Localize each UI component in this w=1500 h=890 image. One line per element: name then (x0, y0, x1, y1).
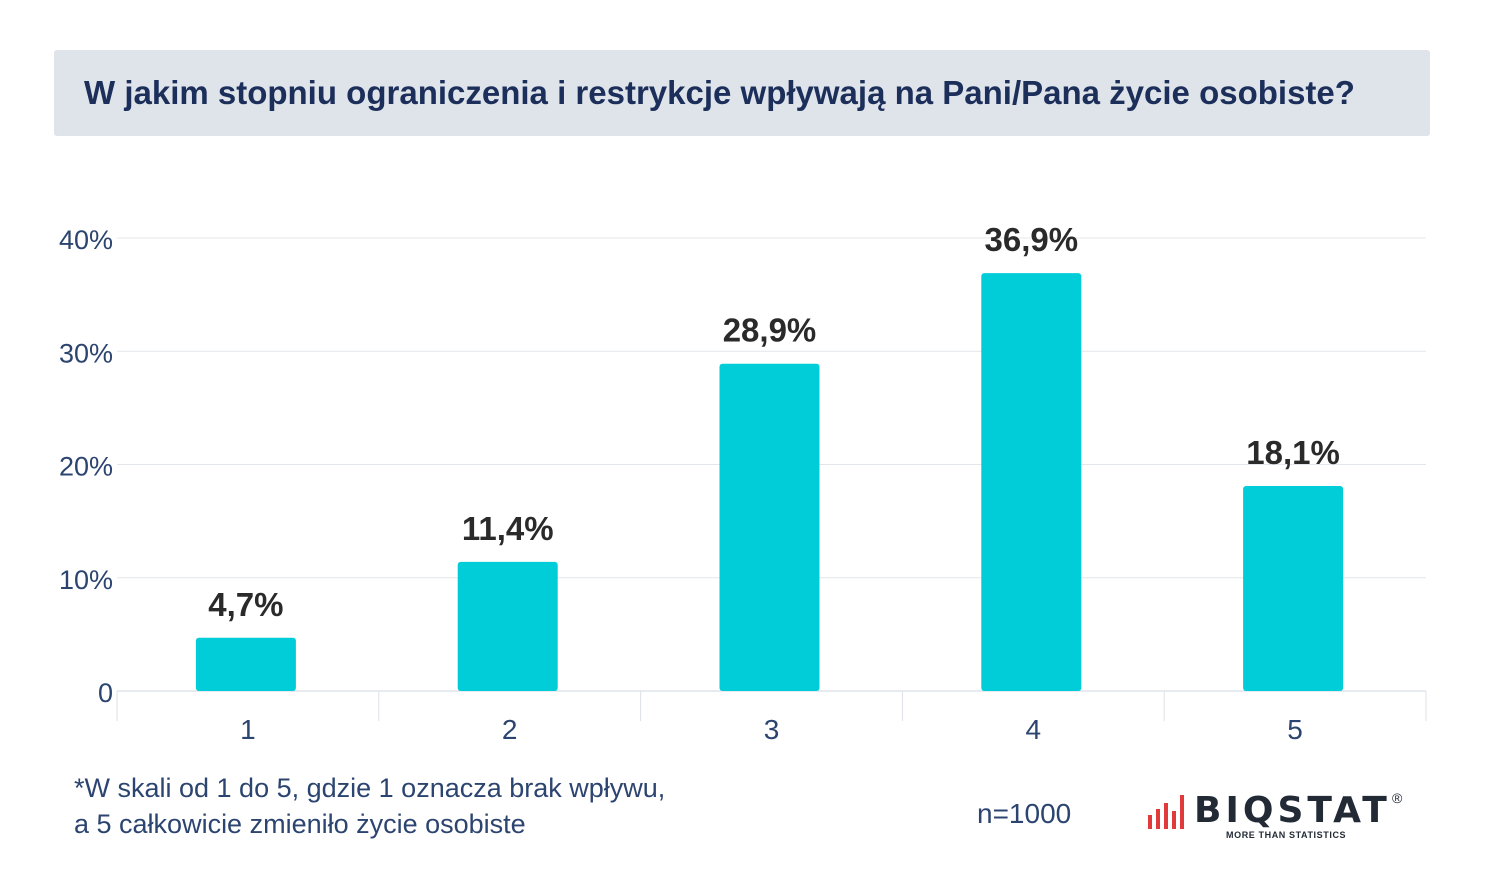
title-banner: W jakim stopniu ograniczenia i restrykcj… (54, 50, 1430, 136)
x-tick-label-5: 5 (1287, 714, 1303, 745)
footnote-line-1: *W skali od 1 do 5, gdzie 1 oznacza brak… (74, 773, 666, 803)
chart-title: W jakim stopniu ograniczenia i restrykcj… (84, 74, 1355, 111)
y-tick-label-0: 0 (98, 678, 113, 708)
footnote-line-2: a 5 całkowicie zmieniło życie osobiste (74, 809, 526, 839)
bars-icon (1148, 795, 1184, 829)
value-label-1: 4,7% (208, 586, 283, 623)
value-label-2: 11,4% (462, 510, 554, 547)
y-tick-label-30: 30% (59, 338, 113, 368)
bar-3 (719, 363, 820, 691)
bar-1 (195, 637, 296, 691)
y-tick-label-10: 10% (59, 565, 113, 595)
value-label-5: 18,1% (1246, 434, 1340, 471)
logo-wordmark: BIQSTAT (1194, 790, 1391, 831)
x-tick-label-4: 4 (1026, 714, 1042, 745)
bar-4 (981, 273, 1082, 691)
bar-5 (1243, 486, 1344, 691)
logo-tagline: MORE THAN STATISTICS (1226, 830, 1347, 840)
biostat-logo: BIQSTAT ® MORE THAN STATISTICS (1148, 790, 1413, 845)
footnote: *W skali od 1 do 5, gdzie 1 oznacza brak… (74, 770, 665, 842)
y-tick-label-20: 20% (59, 452, 113, 482)
x-tick-label-1: 1 (240, 714, 256, 745)
y-tick-label-40: 40% (59, 225, 113, 255)
value-label-4: 36,9% (985, 221, 1079, 258)
registered-mark: ® (1392, 790, 1403, 806)
x-tick-label-3: 3 (764, 714, 780, 745)
sample-size: n=1000 (977, 798, 1072, 829)
value-label-3: 28,9% (723, 312, 817, 349)
x-tick-label-2: 2 (502, 714, 518, 745)
bar-2 (457, 561, 558, 691)
